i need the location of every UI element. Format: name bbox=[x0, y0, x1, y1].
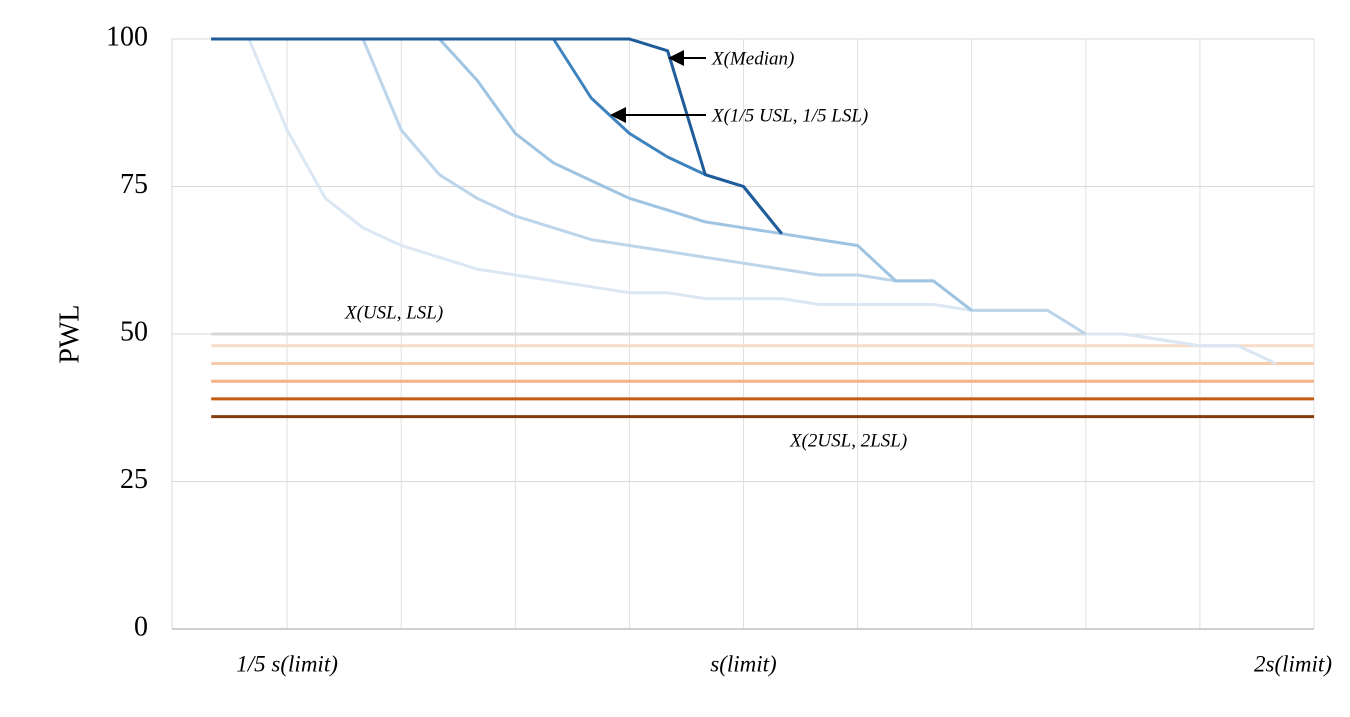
y-tick-label: 25 bbox=[120, 464, 148, 495]
plot-lines bbox=[211, 37, 1314, 419]
series-line bbox=[211, 37, 783, 235]
x-tick-label: s(limit) bbox=[710, 651, 776, 676]
x-tick-label: 1/5 s(limit) bbox=[236, 651, 338, 676]
y-tick-label: 0 bbox=[134, 611, 148, 642]
annotation: X(2USL, 2LSL) bbox=[789, 430, 907, 451]
y-tick-label: 75 bbox=[120, 169, 148, 200]
x-tick-label: 2s(limit) bbox=[1254, 651, 1332, 676]
annotation: X(USL, LSL) bbox=[344, 302, 443, 323]
y-tick-label: 100 bbox=[106, 21, 148, 52]
series-line bbox=[211, 37, 783, 235]
series-line bbox=[211, 37, 1277, 365]
series-line bbox=[211, 37, 973, 312]
annotation: X(Median) bbox=[711, 48, 794, 69]
y-axis-label: PWL bbox=[54, 304, 85, 363]
annotation: X(1/5 USL, 1/5 LSL) bbox=[711, 105, 868, 126]
y-tick-label: 50 bbox=[120, 316, 148, 347]
